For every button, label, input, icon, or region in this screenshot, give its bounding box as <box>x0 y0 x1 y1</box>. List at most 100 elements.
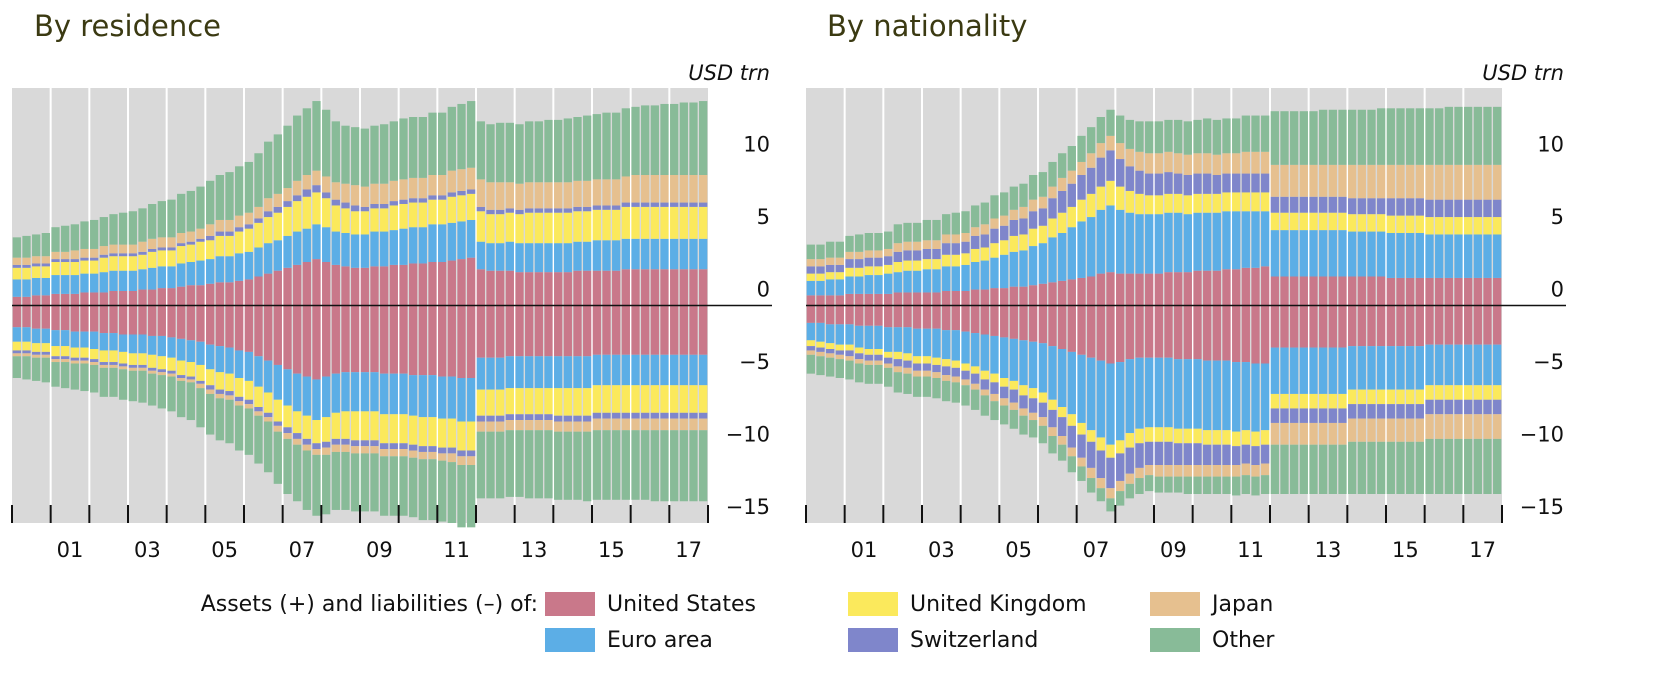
asset-bar <box>1193 173 1202 194</box>
liability-bar <box>855 347 864 354</box>
asset-bar <box>322 176 331 193</box>
asset-bar <box>1232 211 1241 270</box>
liability-bar <box>167 337 176 358</box>
legend-swatch <box>848 592 898 616</box>
asset-bar <box>1096 157 1105 187</box>
liability-bar <box>467 456 476 465</box>
asset-bar <box>215 175 224 220</box>
asset-bar <box>41 256 50 264</box>
asset-bar <box>1009 251 1018 287</box>
liability-bar <box>1174 305 1183 360</box>
asset-bar <box>1483 217 1492 235</box>
liability-bar <box>1009 389 1018 403</box>
liability-bar <box>235 378 244 397</box>
asset-bar <box>51 275 60 294</box>
asset-bar <box>1241 211 1250 268</box>
asset-bar <box>1415 233 1424 278</box>
liability-bar <box>971 383 980 390</box>
liability-bar <box>1116 440 1125 454</box>
liability-bar <box>679 412 688 419</box>
liability-bar <box>167 305 176 338</box>
asset-bar <box>855 251 864 260</box>
liability-bar <box>1493 399 1502 415</box>
asset-bar <box>1106 205 1115 273</box>
asset-bar <box>1377 214 1386 232</box>
liability-bar <box>621 418 630 431</box>
asset-bar <box>1270 230 1279 277</box>
x-tick-label: 15 <box>1392 538 1419 562</box>
liability-bar <box>1464 399 1473 415</box>
liability-bar <box>1483 438 1492 494</box>
asset-bar <box>1222 118 1231 154</box>
asset-bar <box>322 262 331 306</box>
liability-bar <box>1328 347 1337 394</box>
asset-bar <box>1444 234 1453 278</box>
liability-bar <box>476 421 485 432</box>
liability-bar <box>961 331 970 364</box>
liability-bar <box>660 430 669 502</box>
liability-bar <box>80 363 89 392</box>
liability-bar <box>254 411 263 416</box>
asset-bar <box>186 241 195 245</box>
asset-bar <box>592 205 601 210</box>
liability-bar <box>1290 393 1299 409</box>
asset-bar <box>573 180 582 207</box>
liability-bar <box>157 335 166 357</box>
asset-bar <box>264 243 273 274</box>
liability-bar <box>476 357 485 390</box>
asset-bar <box>1145 195 1154 215</box>
asset-bar <box>119 244 128 254</box>
asset-bar <box>1357 231 1366 277</box>
liability-bar <box>264 412 273 418</box>
liability-bar <box>399 443 408 450</box>
liability-bar <box>951 382 960 403</box>
asset-bar <box>128 253 137 257</box>
asset-bar <box>554 208 563 213</box>
asset-bar <box>534 272 543 306</box>
liability-bar <box>177 360 186 376</box>
asset-bar <box>1328 196 1337 213</box>
liability-bar <box>244 351 253 381</box>
liability-bar <box>1067 414 1076 426</box>
asset-bar <box>1290 212 1299 231</box>
liability-bar <box>496 305 505 358</box>
liability-bar <box>893 327 902 352</box>
asset-bar <box>206 235 215 241</box>
asset-bar <box>990 257 999 289</box>
liability-bar <box>1367 346 1376 390</box>
asset-bar <box>341 202 350 209</box>
asset-bar <box>80 273 89 293</box>
liability-bar <box>225 373 234 392</box>
asset-bar <box>61 259 70 262</box>
asset-bar <box>186 285 195 306</box>
asset-bar <box>864 233 873 251</box>
asset-bar <box>932 240 941 249</box>
asset-bar <box>816 266 825 274</box>
liability-bar <box>128 353 137 365</box>
liability-bar <box>534 356 543 389</box>
liability-bar <box>1299 393 1308 409</box>
asset-bar <box>148 248 157 252</box>
asset-bar <box>41 295 50 306</box>
liability-bar <box>699 305 708 355</box>
liability-bar <box>1396 305 1405 347</box>
asset-bar <box>961 291 970 306</box>
liability-bar <box>1454 385 1463 400</box>
asset-bar <box>457 103 466 170</box>
asset-bar <box>476 241 485 270</box>
liability-bar <box>884 367 893 387</box>
liability-bar <box>699 418 708 431</box>
liability-bar <box>525 414 534 421</box>
liability-bar <box>1009 305 1018 339</box>
asset-bar <box>1000 288 1009 306</box>
asset-bar <box>428 175 437 196</box>
asset-bar <box>1164 119 1173 152</box>
asset-bar <box>1261 151 1270 174</box>
asset-bar <box>855 234 864 252</box>
liability-bar <box>312 420 321 444</box>
asset-bar <box>70 224 79 251</box>
liability-bar <box>486 305 495 358</box>
asset-bar <box>1435 108 1444 165</box>
asset-bar <box>1019 286 1028 306</box>
liability-bar <box>951 360 960 368</box>
